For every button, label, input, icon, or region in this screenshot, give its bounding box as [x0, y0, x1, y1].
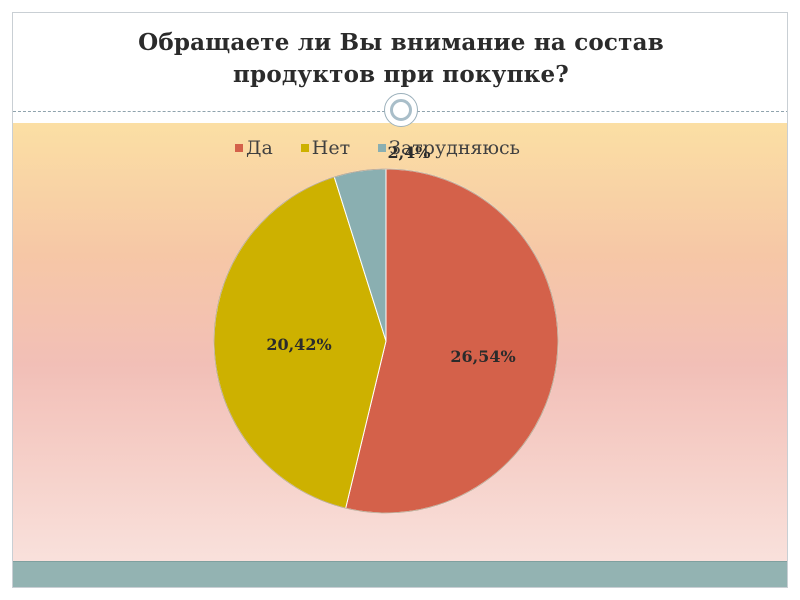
legend-label-da: Да — [246, 137, 273, 159]
data-label-zatrudnyayus: 2,4% — [387, 143, 430, 162]
legend-swatch-net — [300, 144, 309, 152]
title-line-1: Обращаете ли Вы внимание на состав — [138, 29, 664, 56]
title-area: Обращаете ли Вы внимание на состав проду… — [13, 13, 787, 113]
circle-ornament-icon — [384, 93, 418, 127]
legend-swatch-zatrudnyayus — [378, 144, 387, 152]
legend-item-da: Да — [235, 137, 273, 159]
pie-chart: 26,54% 20,42% 2,4% — [213, 143, 559, 514]
legend-item-net: Нет — [300, 137, 351, 159]
title-line-2: продуктов при покупке? — [233, 61, 569, 88]
slide-title: Обращаете ли Вы внимание на состав проду… — [13, 27, 787, 91]
slide: Обращаете ли Вы внимание на состав проду… — [12, 12, 788, 588]
data-label-da: 26,54% — [450, 347, 515, 366]
legend-label-net: Нет — [311, 137, 351, 159]
legend-item-zatrudnyayus: Затрудняюсь — [378, 137, 520, 159]
bottom-bar — [13, 561, 787, 587]
legend-swatch-da — [235, 144, 243, 152]
data-label-net: 20,42% — [266, 335, 331, 354]
circle-ornament-inner — [390, 99, 412, 121]
legend-label-zatrudnyayus: Затрудняюсь — [389, 137, 521, 159]
chart-legend: Да Нет Затрудняюсь — [235, 135, 520, 161]
pie-outline — [213, 168, 559, 514]
